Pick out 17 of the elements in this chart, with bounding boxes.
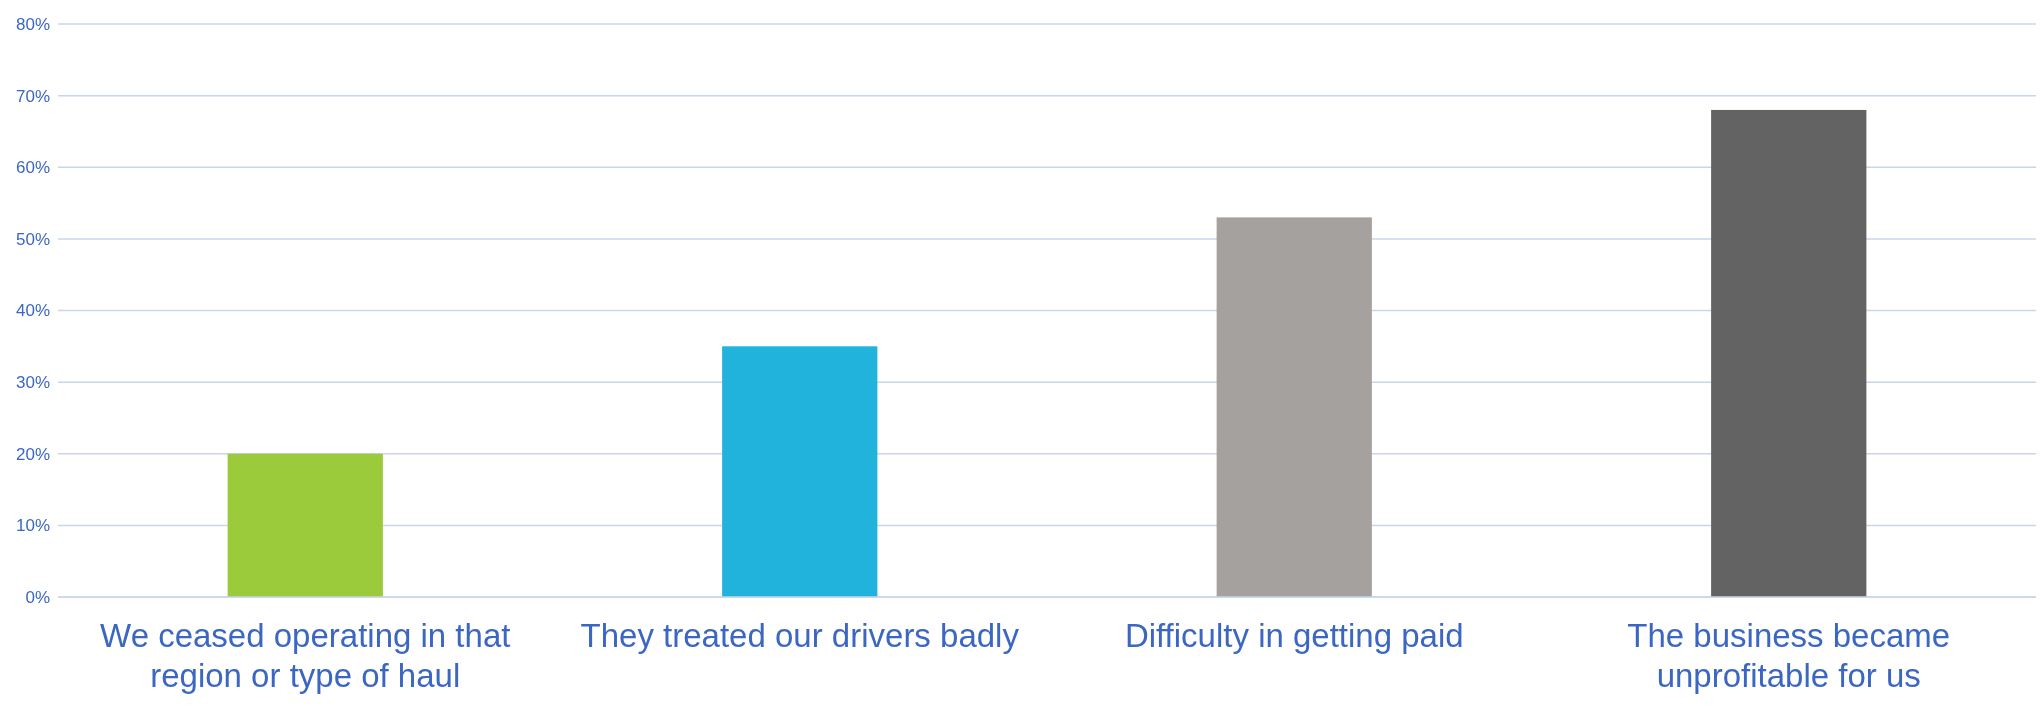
bar bbox=[1711, 109, 1867, 597]
y-tick-label: 50% bbox=[15, 229, 50, 249]
y-tick-label: 80% bbox=[15, 14, 50, 34]
y-tick-label: 10% bbox=[15, 516, 50, 536]
y-tick-label: 20% bbox=[15, 444, 50, 464]
y-tick-label: 60% bbox=[15, 158, 50, 178]
x-tick-label: They treated our drivers badly bbox=[580, 617, 1020, 654]
bar bbox=[1216, 217, 1372, 597]
y-tick-label: 40% bbox=[15, 301, 50, 321]
y-tick-label: 0% bbox=[25, 587, 50, 607]
x-tick-label: The business became unprofitable for us bbox=[1627, 617, 1951, 694]
x-tick-label: We ceased operating in that region or type of haul bbox=[100, 617, 511, 694]
bar bbox=[722, 346, 878, 597]
bar bbox=[227, 453, 383, 597]
x-tick-label: Difficulty in getting paid bbox=[1124, 617, 1464, 654]
y-tick-label: 70% bbox=[15, 86, 50, 106]
y-tick-label: 30% bbox=[15, 373, 50, 393]
